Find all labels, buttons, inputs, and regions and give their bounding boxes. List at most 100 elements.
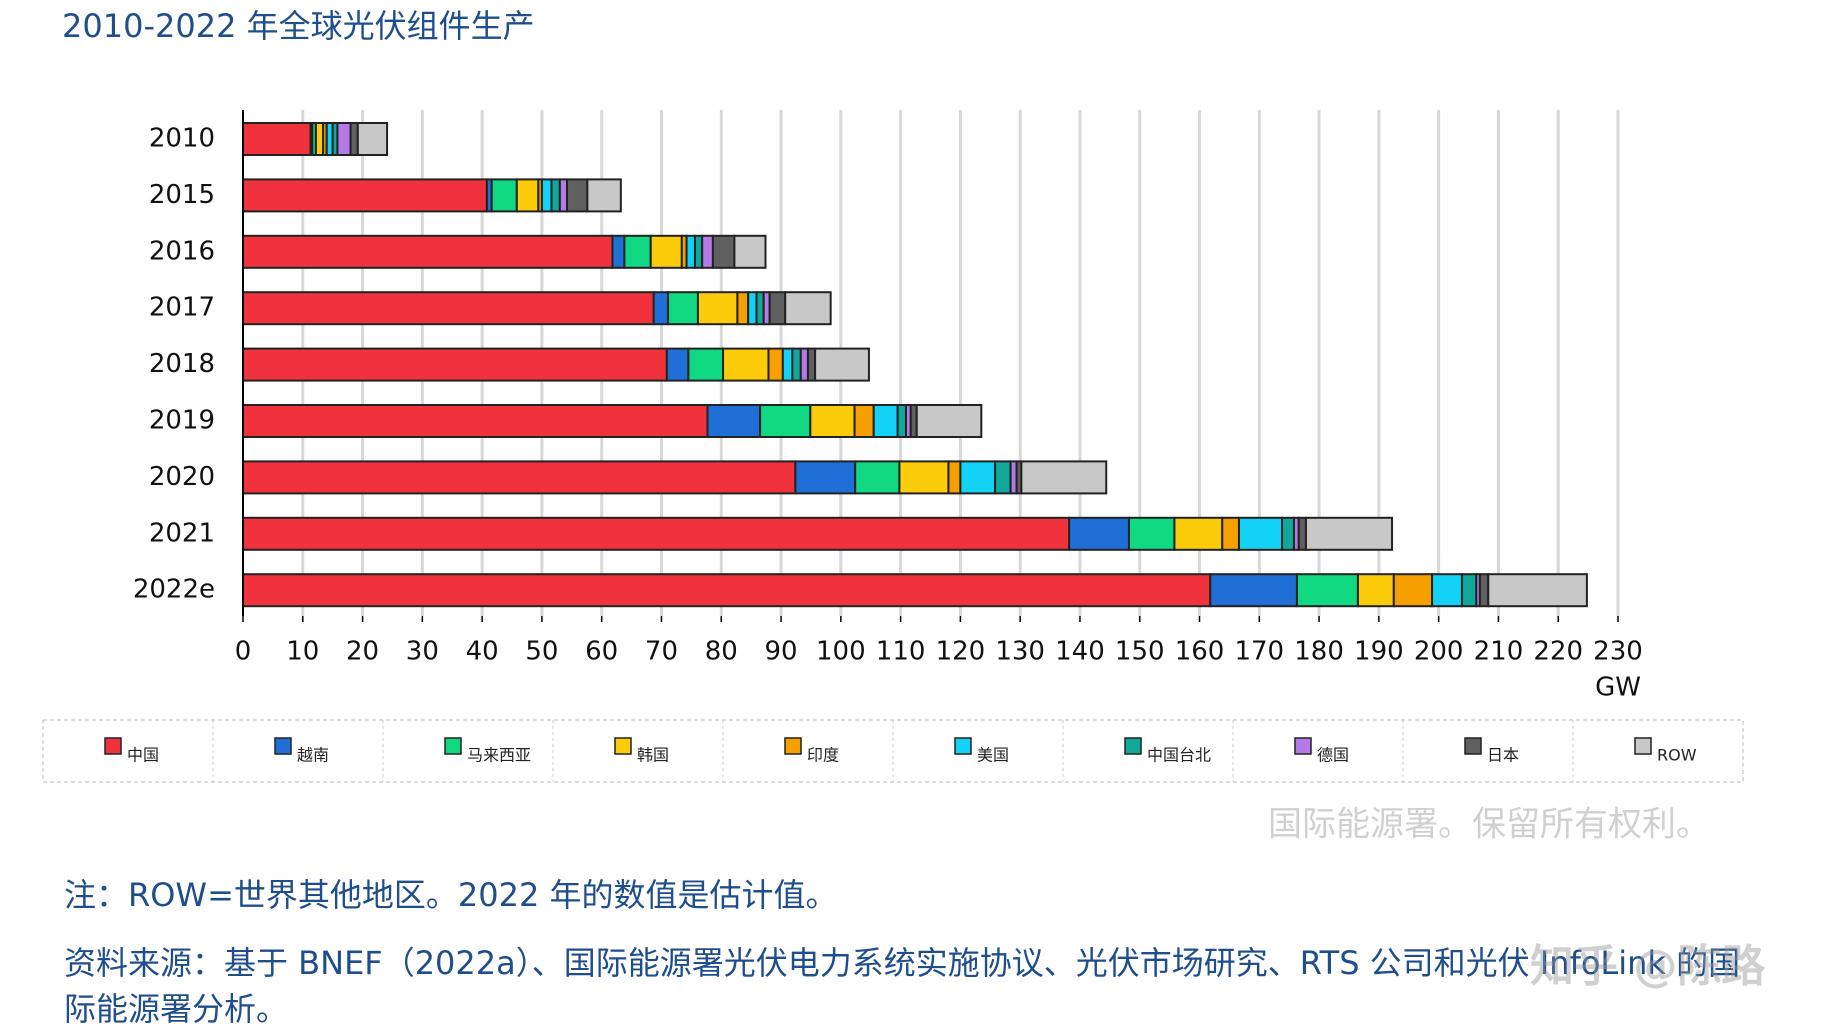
bar-segment bbox=[806, 347, 817, 382]
bar-segment bbox=[566, 178, 589, 213]
x-tick-label: 230 bbox=[1593, 637, 1643, 667]
bar-segment bbox=[1173, 516, 1224, 551]
bar-segment bbox=[1127, 516, 1176, 551]
bar-segment bbox=[242, 178, 488, 213]
bar-segment bbox=[853, 404, 875, 438]
legend-label: ROW bbox=[1657, 746, 1697, 765]
x-tick-label: 70 bbox=[645, 637, 678, 667]
x-tick-label: 140 bbox=[1055, 637, 1105, 667]
bar-segment bbox=[611, 234, 626, 269]
x-tick-label: 60 bbox=[585, 637, 618, 667]
bar-segment bbox=[490, 178, 518, 213]
legend-label: 中国 bbox=[127, 746, 159, 765]
x-tick-label: 50 bbox=[525, 637, 558, 667]
bar-segment bbox=[586, 178, 622, 213]
bar-segment bbox=[242, 347, 668, 382]
bar-segment bbox=[711, 234, 736, 269]
bar-segment bbox=[1304, 516, 1394, 551]
chart-title: 2010-2022 年全球光伏组件生产 bbox=[62, 7, 535, 45]
bar-segment bbox=[791, 347, 802, 382]
x-tick-label: 100 bbox=[816, 637, 866, 667]
legend-label: 印度 bbox=[807, 746, 839, 765]
x-tick-label: 110 bbox=[876, 637, 926, 667]
x-tick-label: 210 bbox=[1474, 637, 1524, 667]
bar-segment bbox=[701, 234, 714, 269]
copyright: 国际能源署。保留所有权利。 bbox=[1268, 805, 1710, 845]
x-axis-label: GW bbox=[1595, 673, 1641, 703]
y-tick-label: 2021 bbox=[149, 518, 215, 548]
y-tick-label: 2017 bbox=[149, 293, 215, 323]
bar-segment bbox=[1392, 573, 1434, 608]
bar-segment bbox=[685, 234, 696, 269]
legend-label: 越南 bbox=[297, 746, 329, 765]
legend-label: 美国 bbox=[977, 746, 1009, 765]
y-tick-label: 2015 bbox=[149, 180, 215, 210]
y-tick-label: 2020 bbox=[149, 462, 215, 492]
bar-segment bbox=[242, 460, 797, 495]
bar-segment bbox=[767, 347, 784, 382]
legend-swatch bbox=[1464, 737, 1482, 755]
bar-segment bbox=[915, 404, 983, 438]
bar-segment bbox=[799, 347, 809, 382]
bar-segment bbox=[814, 347, 870, 382]
x-tick-label: 190 bbox=[1354, 637, 1404, 667]
bar-segment bbox=[550, 178, 561, 213]
bar-segment bbox=[242, 122, 312, 156]
bar-segment bbox=[1356, 573, 1395, 608]
bar-segment bbox=[947, 460, 962, 495]
note: 注：ROW=世界其他地区。2022 年的数值是估计值。 bbox=[64, 876, 838, 914]
bar-segment bbox=[1487, 573, 1588, 608]
x-tick-label: 170 bbox=[1234, 637, 1284, 667]
bar-segment bbox=[1237, 516, 1284, 551]
bar-segment bbox=[649, 234, 683, 269]
y-tick-label: 2018 bbox=[149, 349, 215, 379]
x-tick-label: 160 bbox=[1175, 637, 1225, 667]
legend-swatch bbox=[444, 737, 462, 755]
bar-segment bbox=[755, 291, 765, 326]
x-tick-label: 130 bbox=[995, 637, 1045, 667]
bar-segment bbox=[336, 122, 352, 156]
bar-segment bbox=[736, 291, 750, 326]
bar-segment bbox=[1478, 573, 1490, 608]
bar-segment bbox=[242, 404, 709, 438]
watermark: 知乎 @陈路 bbox=[1530, 941, 1766, 992]
bar-segment bbox=[781, 347, 794, 382]
legend-swatch bbox=[614, 737, 632, 755]
bar-segment bbox=[349, 122, 359, 156]
legend-label: 德国 bbox=[1317, 746, 1349, 765]
bar-segment bbox=[1221, 516, 1240, 551]
bar-segment bbox=[768, 291, 787, 326]
x-tick-label: 30 bbox=[406, 637, 439, 667]
bar-segment bbox=[693, 234, 704, 269]
bar-segment bbox=[242, 573, 1212, 608]
x-tick-label: 150 bbox=[1115, 637, 1165, 667]
bar-segment bbox=[872, 404, 899, 438]
bar-segment bbox=[242, 291, 655, 326]
bar-segment bbox=[809, 404, 856, 438]
legend-swatch bbox=[954, 737, 972, 755]
x-tick-label: 200 bbox=[1414, 637, 1464, 667]
bar-segment bbox=[356, 122, 389, 156]
y-tick-label: 2010 bbox=[149, 124, 215, 154]
legend-swatch bbox=[784, 737, 802, 755]
bar-segment bbox=[696, 291, 739, 326]
x-tick-label: 220 bbox=[1533, 637, 1583, 667]
legend-label: 马来西亚 bbox=[467, 746, 531, 765]
bar-segment bbox=[242, 516, 1071, 551]
y-tick-label: 2016 bbox=[149, 236, 215, 266]
bar-segment bbox=[665, 347, 690, 382]
bar-segment bbox=[242, 234, 614, 269]
bar-segment bbox=[687, 347, 725, 382]
bar-segment bbox=[1068, 516, 1130, 551]
bar-segment bbox=[898, 460, 950, 495]
legend-swatch bbox=[1294, 737, 1312, 755]
bar-segment bbox=[854, 460, 901, 495]
bar-segment bbox=[515, 178, 540, 213]
bar-segment bbox=[896, 404, 907, 438]
x-tick-label: 180 bbox=[1294, 637, 1344, 667]
bar-segment bbox=[1209, 573, 1298, 608]
bar-segment bbox=[994, 460, 1012, 495]
bar-segment bbox=[623, 234, 652, 269]
